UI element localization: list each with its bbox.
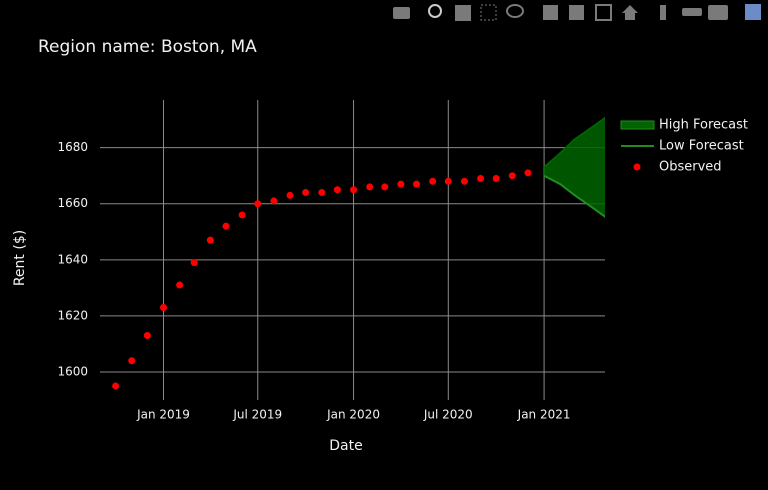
data-point	[112, 382, 120, 390]
zoom-in-button[interactable]	[543, 5, 558, 20]
legend-swatch	[620, 120, 655, 130]
line	[543, 174, 605, 218]
x-tick-label: Jan 2020	[326, 408, 380, 422]
lasso-button[interactable]	[506, 4, 524, 18]
data-point	[492, 175, 500, 183]
x-tick-label: Jul 2019	[232, 408, 282, 422]
data-point	[143, 332, 151, 340]
data-point	[318, 189, 326, 197]
data-point	[302, 189, 310, 197]
box-select-button[interactable]	[480, 4, 497, 21]
data-point	[238, 211, 246, 219]
data-point	[160, 303, 168, 311]
plotly-logo[interactable]	[745, 4, 761, 20]
y-tick-label: 1640	[57, 252, 88, 266]
data-point	[397, 180, 405, 188]
legend-swatch	[633, 163, 641, 171]
data-point	[460, 177, 468, 185]
data-point	[366, 183, 374, 191]
x-axis-label: Date	[329, 438, 362, 454]
zoom-button[interactable]	[428, 4, 442, 18]
data-point	[128, 357, 136, 365]
legend-label: Observed	[659, 160, 722, 175]
data-point	[254, 200, 262, 208]
data-point	[206, 236, 214, 244]
zoom-out-button[interactable]	[569, 5, 584, 20]
forecast-band	[544, 117, 605, 217]
data-point	[413, 180, 421, 188]
data-point	[477, 175, 485, 183]
data-point	[350, 186, 358, 194]
hover-compare-button[interactable]	[708, 5, 728, 20]
data-point	[381, 183, 389, 191]
autoscale-button[interactable]	[595, 4, 612, 21]
data-point	[333, 186, 341, 194]
y-tick-label: 1600	[57, 364, 88, 378]
x-tick-label: Jan 2021	[517, 408, 571, 422]
data-point	[508, 172, 516, 180]
y-tick-label: 1660	[57, 196, 88, 210]
data-point	[286, 191, 294, 199]
legend-label: High Forecast	[659, 118, 748, 133]
x-tick-label: Jan 2019	[136, 408, 190, 422]
data-point	[444, 177, 452, 185]
data-point	[524, 169, 532, 177]
modebar	[393, 4, 761, 21]
reset-button[interactable]	[622, 5, 638, 20]
data-point	[176, 281, 184, 289]
legend-label: Low Forecast	[659, 139, 744, 154]
data-point	[190, 259, 198, 267]
camera-button[interactable]	[393, 7, 410, 19]
chart-title: Region name: Boston, MA	[38, 37, 257, 57]
y-axis-label: Rent ($)	[12, 230, 28, 286]
hover-closest-button[interactable]	[682, 8, 702, 16]
plot-area	[112, 116, 605, 390]
line	[543, 116, 605, 169]
data-point	[270, 197, 278, 205]
y-tick-label: 1680	[57, 140, 88, 154]
pan-button[interactable]	[455, 5, 471, 21]
data-point	[429, 177, 437, 185]
grid: 1600 1620 1640 1660 1680 Jan 2019 Jul 2019 Jan …	[57, 100, 605, 422]
x-tick-label: Jul 2020	[423, 408, 473, 422]
spike-button[interactable]	[660, 5, 666, 20]
data-point	[222, 222, 230, 230]
legend: High Forecast Low Forecast Observed	[620, 118, 748, 175]
y-tick-label: 1620	[57, 308, 88, 322]
